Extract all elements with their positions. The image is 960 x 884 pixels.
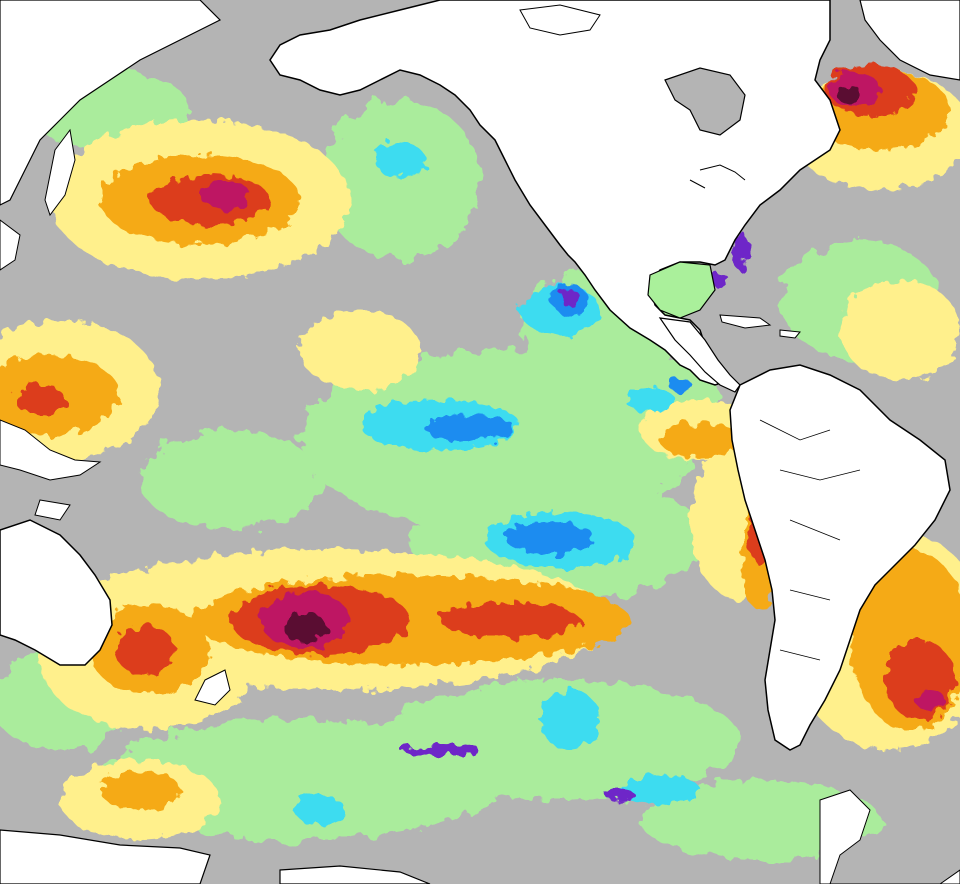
australia-landmass <box>0 519 113 666</box>
arctic-islands <box>519 4 601 36</box>
new-zealand <box>194 669 231 706</box>
gulf-of-mexico <box>647 261 716 319</box>
japan <box>44 128 76 217</box>
great-lakes <box>689 164 746 189</box>
south-america-borders <box>759 419 861 661</box>
maritime-southeast-asia <box>0 419 102 521</box>
antarctic-peninsula <box>819 789 960 884</box>
east-asia-coast <box>0 219 21 271</box>
very-strong-cool-patches <box>400 230 748 801</box>
extreme-warm-core <box>283 85 862 643</box>
antarctica-landmass <box>0 829 431 884</box>
caribbean-islands <box>719 314 801 339</box>
greenland-landmass <box>859 0 960 81</box>
hudson-bay <box>664 67 746 136</box>
central-america-landmass <box>658 317 741 393</box>
asia-landmass <box>0 0 222 206</box>
south-america-landmass <box>729 364 951 751</box>
